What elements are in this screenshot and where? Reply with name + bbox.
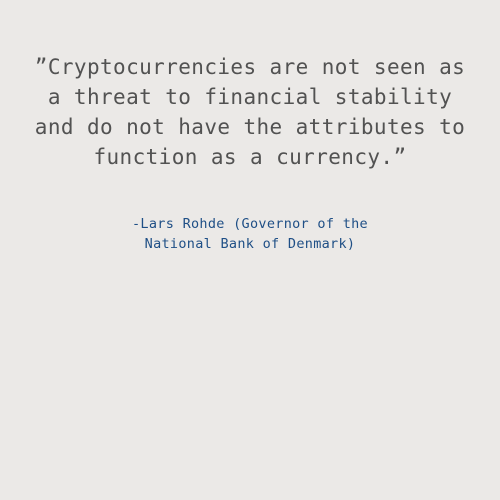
quote-line-2: a threat to financial stability bbox=[47, 85, 453, 109]
quote-text: ”Cryptocurrencies are not seen as a thre… bbox=[15, 52, 485, 172]
attribution-line-1: -Lars Rohde (Governor of the bbox=[132, 216, 368, 232]
quote-line-3: and do not have the attributes to bbox=[34, 115, 466, 139]
quote-line-4: function as a currency.” bbox=[93, 145, 407, 169]
attribution-line-2: National Bank of Denmark) bbox=[144, 236, 356, 252]
quote-attribution: -Lars Rohde (Governor of the National Ba… bbox=[40, 214, 460, 254]
quote-line-1: ”Cryptocurrencies are not seen as bbox=[34, 55, 466, 79]
